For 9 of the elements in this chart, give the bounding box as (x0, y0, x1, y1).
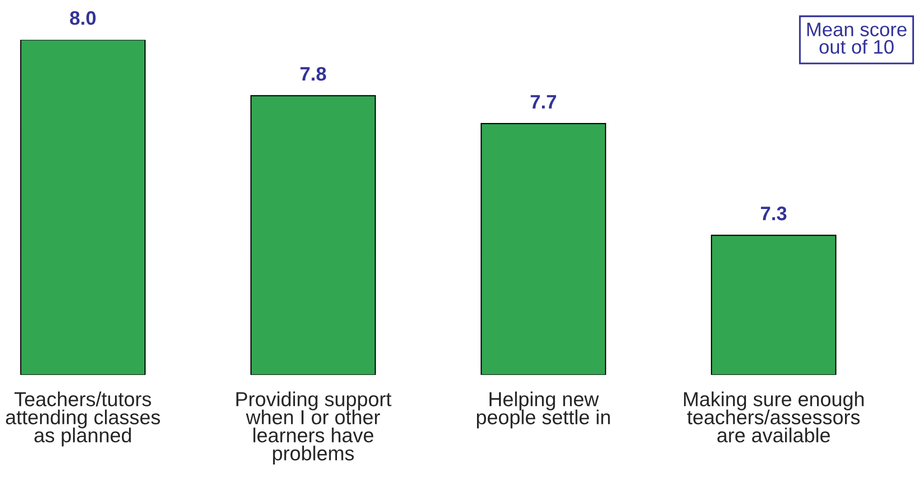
data-label: 7.7 (530, 95, 556, 108)
x-tick-label: Providing support when I or other learners have problems (236, 392, 392, 464)
x-tick-label: Teachers/tutors attending classes as planned (6, 392, 160, 446)
x-tick-label: Making sure enough teachers/assessors are available (684, 392, 864, 442)
data-label: 8.0 (70, 11, 96, 25)
data-label: 7.3 (760, 206, 786, 220)
annotation: Mean score out of 10 (807, 22, 906, 54)
x-tick-label: Helping new people settle in (476, 392, 610, 428)
data-label: 7.8 (300, 66, 326, 81)
